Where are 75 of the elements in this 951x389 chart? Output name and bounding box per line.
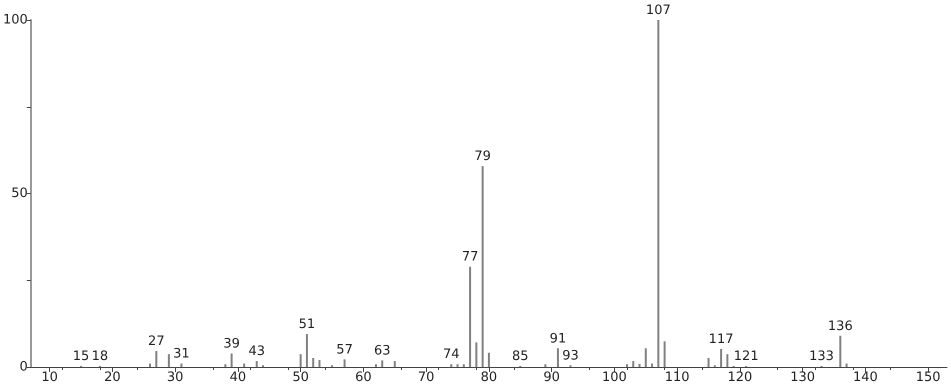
y-tick-label: 50 bbox=[11, 186, 28, 201]
bar bbox=[149, 364, 152, 367]
annotation: 51 bbox=[298, 317, 316, 332]
x-tick-label: 60 bbox=[355, 370, 372, 385]
annotation: 57 bbox=[336, 342, 353, 358]
annotation: 79 bbox=[474, 149, 491, 164]
x-tick-label: 100 bbox=[602, 370, 627, 385]
annotation: 74 bbox=[442, 347, 460, 362]
bar bbox=[638, 364, 641, 367]
bar bbox=[657, 20, 660, 367]
bar bbox=[230, 353, 233, 367]
bar bbox=[312, 358, 314, 367]
x-tick-label: 70 bbox=[418, 370, 434, 385]
x-tick-label: 40 bbox=[230, 370, 246, 385]
bar bbox=[726, 354, 728, 367]
bar bbox=[243, 364, 246, 367]
annotation: 63 bbox=[374, 343, 390, 358]
x-tick-label: 30 bbox=[166, 370, 184, 385]
bar bbox=[839, 336, 842, 367]
x-tick-label: 20 bbox=[104, 370, 121, 385]
annotation: 107 bbox=[646, 3, 671, 18]
x-tick-label: 130 bbox=[790, 370, 816, 385]
bar bbox=[846, 364, 848, 367]
bar bbox=[651, 364, 654, 367]
bar bbox=[450, 364, 452, 367]
bar bbox=[462, 364, 465, 367]
bar bbox=[708, 358, 710, 367]
x-tick-label: 80 bbox=[480, 370, 498, 385]
bar bbox=[374, 364, 377, 367]
bar bbox=[632, 361, 634, 367]
annotation: 93 bbox=[562, 348, 579, 364]
x-tick-label: 90 bbox=[543, 370, 560, 385]
bar bbox=[475, 342, 478, 367]
bar bbox=[456, 364, 459, 367]
bar bbox=[344, 359, 346, 367]
annotation: 77 bbox=[462, 250, 478, 265]
bar bbox=[394, 361, 396, 367]
bar bbox=[556, 348, 559, 367]
annotation: 136 bbox=[828, 318, 853, 334]
x-tick-label: 120 bbox=[728, 370, 752, 385]
y-tick-label: 0 bbox=[20, 360, 28, 374]
annotation: 39 bbox=[223, 336, 240, 352]
bar bbox=[626, 364, 628, 367]
x-tick-label: 10 bbox=[41, 370, 58, 385]
bar bbox=[306, 334, 308, 367]
bar bbox=[381, 360, 384, 367]
bar bbox=[318, 360, 320, 367]
bar bbox=[224, 364, 226, 367]
annotation: 18 bbox=[92, 348, 108, 364]
bar bbox=[544, 364, 546, 367]
bar bbox=[256, 361, 258, 367]
bar bbox=[644, 348, 647, 367]
annotation: 31 bbox=[173, 346, 190, 362]
bar bbox=[155, 351, 158, 367]
bar bbox=[720, 348, 722, 367]
annotation: 117 bbox=[708, 332, 734, 347]
annotation: 27 bbox=[148, 334, 165, 350]
x-tick-label: 110 bbox=[664, 370, 690, 385]
bar bbox=[168, 354, 170, 367]
bar bbox=[300, 354, 302, 367]
annotation: 43 bbox=[248, 344, 265, 360]
annotation: 15 bbox=[72, 348, 90, 364]
bar bbox=[180, 364, 182, 367]
annotation: 85 bbox=[512, 348, 529, 364]
bar bbox=[488, 352, 490, 367]
x-tick-label: 140 bbox=[853, 370, 878, 385]
bar bbox=[482, 166, 484, 367]
bar bbox=[469, 266, 472, 367]
x-tick-label: 50 bbox=[292, 370, 309, 385]
bar bbox=[664, 341, 666, 367]
annotation: 121 bbox=[734, 348, 759, 364]
annotation: 91 bbox=[550, 331, 566, 346]
y-tick-label: 100 bbox=[2, 12, 28, 28]
x-tick-label: 150 bbox=[916, 370, 941, 385]
annotation: 133 bbox=[809, 348, 834, 364]
